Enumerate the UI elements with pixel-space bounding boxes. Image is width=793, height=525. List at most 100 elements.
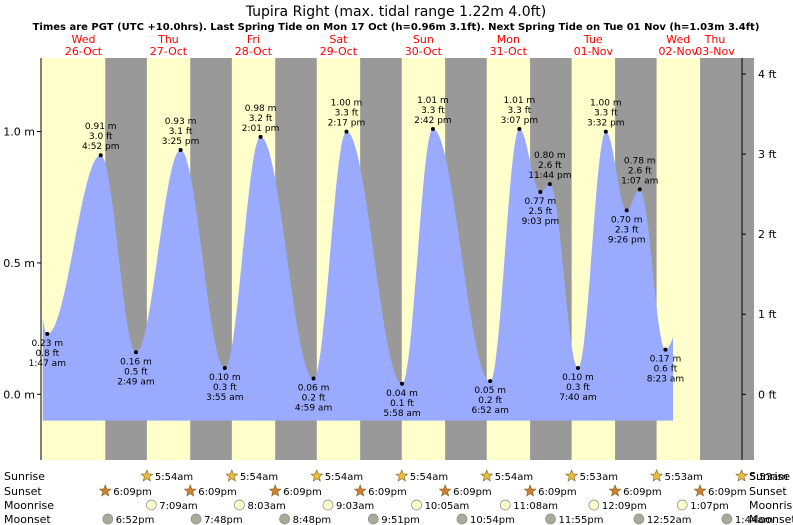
night-band	[700, 58, 742, 460]
tide-label: 3:07 pm	[501, 116, 539, 126]
tide-label: 1.00 m	[590, 99, 622, 109]
tide-label: 0.10 m	[209, 373, 241, 383]
y-tick-label-m: 0.0 m	[3, 388, 35, 401]
moonset-time: 6:52pm	[116, 515, 155, 525]
right-axis-strip	[742, 58, 754, 460]
astro-row-label-left: Moonset	[4, 513, 51, 525]
sunrise-time: 5:54am	[410, 472, 448, 483]
tide-label: 0.98 m	[245, 104, 277, 114]
astro-row-label-right: Moonset	[749, 513, 793, 525]
moonset-moon-icon	[456, 513, 468, 525]
moonrise-time: 9:03am	[336, 501, 374, 512]
tide-label: 3.3 ft	[508, 106, 532, 116]
tide-label: 4:52 pm	[82, 142, 120, 152]
sunrise-time: 5:53am	[580, 472, 618, 483]
tide-label: 2:49 am	[117, 377, 154, 387]
day-date-label: 27-Oct	[150, 45, 188, 58]
astro-row-label-left: Sunset	[4, 485, 42, 498]
sunrise-time: 5:54am	[495, 472, 533, 483]
tide-point	[178, 147, 183, 152]
sunrise-star-icon	[565, 469, 579, 482]
sunrise-time: 5:54am	[155, 472, 193, 483]
tide-label: 2.6 ft	[628, 166, 652, 176]
tide-label: 0.04 m	[386, 389, 418, 399]
sunrise-star-icon	[225, 469, 239, 482]
moonrise-moon-icon	[676, 499, 688, 511]
tide-labels: 0.23 m0.8 ft1:47 am 4:52 pm3.0 ft0.91 m 0.…	[29, 96, 685, 419]
tide-label: 0.78 m	[624, 156, 656, 166]
tide-label: 8:23 am	[647, 375, 684, 385]
moonset-time: 8:48pm	[293, 515, 332, 525]
day-date-label: 30-Oct	[405, 45, 443, 58]
moonset-moon-icon	[102, 513, 114, 525]
astro-row-label-right: Sunrise	[749, 470, 790, 483]
sunset-time: 6:09pm	[368, 487, 407, 498]
day-weekday-label: Sat	[329, 33, 348, 46]
moonset-time: 9:51pm	[381, 515, 420, 525]
sunset-star-icon	[523, 484, 537, 497]
moonrise-time: 8:03am	[247, 501, 285, 512]
astro-row-label-right: Sunset	[749, 485, 787, 498]
tide-label: 0.17 m	[650, 355, 682, 365]
tide-label: 9:03 pm	[522, 217, 560, 227]
tide-label: 2:42 pm	[414, 116, 452, 126]
tide-point	[624, 208, 629, 213]
tide-label: 4:59 am	[295, 404, 332, 414]
tide-label: 2.3 ft	[615, 225, 639, 235]
tide-label: 3.3 ft	[421, 106, 445, 116]
sunset-time: 6:09pm	[198, 487, 237, 498]
tide-point	[98, 153, 103, 158]
moonset-moon-icon	[367, 513, 379, 525]
day-weekday-label: Thu	[157, 33, 179, 46]
axes: 1.0 m0.5 m0.0 m4 ft3 ft2 ft1 ft0 ftWed26…	[3, 33, 777, 460]
sunset-time: 6:09pm	[453, 487, 492, 498]
tide-label: 0.93 m	[165, 117, 197, 127]
chart-title: Tupira Right (max. tidal range 1.22m 4.0…	[245, 4, 547, 20]
y-tick-label-ft: 4 ft	[758, 68, 777, 81]
tide-point	[45, 331, 50, 336]
day-date-label: 01-Nov	[574, 45, 614, 58]
sunrise-time: 5:54am	[325, 472, 363, 483]
moonset-moon-icon	[545, 513, 556, 525]
sunset-star-icon	[438, 484, 452, 497]
tide-label: 0.10 m	[562, 373, 594, 383]
tide-label: 2:01 pm	[242, 124, 280, 134]
sunset-star-icon	[98, 484, 112, 497]
tide-label: 0.70 m	[611, 215, 643, 225]
tide-point	[547, 182, 552, 187]
tide-point	[311, 376, 316, 381]
tide-label: 0.8 ft	[35, 349, 59, 359]
tide-point	[488, 379, 493, 384]
tide-point	[133, 350, 138, 355]
tide-label: 2.5 ft	[529, 207, 553, 217]
moonrise-moon-icon	[322, 499, 334, 511]
tide-point	[575, 366, 580, 371]
tide-label: 6:52 am	[471, 406, 508, 416]
tide-label: 0.3 ft	[213, 383, 237, 393]
moonrise-time: 10:05am	[425, 501, 470, 512]
moonset-time: 10:54pm	[470, 515, 515, 525]
moonset-time: 7:48pm	[204, 515, 243, 525]
tide-label: 1.01 m	[504, 96, 536, 106]
astro-row-label-right: Moonrise	[749, 499, 793, 512]
moonrise-time: 12:09pm	[602, 501, 647, 512]
tide-label: 3.1 ft	[169, 127, 193, 137]
day-weekday-label: Wed	[666, 33, 690, 46]
day-date-label: 28-Oct	[235, 45, 273, 58]
sunset-time: 6:09pm	[113, 487, 152, 498]
astro-table: Sunrise Sunrise 5:54am 5:54am 5:54am 5:54am 5:…	[4, 469, 793, 525]
moonrise-time: 1:07pm	[690, 501, 729, 512]
sunset-star-icon	[353, 484, 367, 497]
day-date-label: 02-Nov	[659, 45, 699, 58]
day-weekday-label: Mon	[497, 33, 520, 46]
chart-subtitle: Times are PGT (UTC +10.0hrs). Last Sprin…	[33, 22, 760, 33]
sunrise-star-icon	[395, 469, 409, 482]
tide-point	[222, 366, 227, 371]
moonset-moon-icon	[279, 513, 290, 525]
moonrise-moon-icon	[411, 499, 422, 511]
sunset-star-icon	[693, 484, 707, 497]
sunrise-star-icon	[140, 469, 154, 482]
tide-label: 2.6 ft	[538, 161, 562, 171]
tide-label: 7:40 am	[559, 393, 596, 403]
